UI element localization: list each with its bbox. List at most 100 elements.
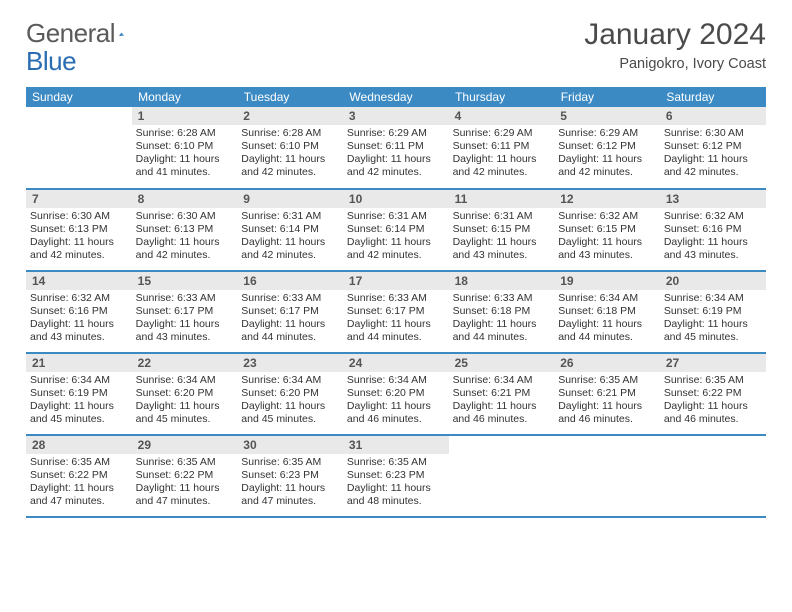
calendar-day-cell: 18Sunrise: 6:33 AMSunset: 6:18 PMDayligh…	[449, 271, 555, 353]
daylight-text: Daylight: 11 hours	[30, 236, 128, 249]
sunset-text: Sunset: 6:19 PM	[30, 387, 128, 400]
day-number: 1	[132, 107, 238, 125]
calendar-day-cell: 5Sunrise: 6:29 AMSunset: 6:12 PMDaylight…	[554, 107, 660, 189]
day-number: 15	[132, 272, 238, 290]
daylight-text: Daylight: 11 hours	[347, 153, 445, 166]
day-number: 11	[449, 190, 555, 208]
calendar-day-cell: 14Sunrise: 6:32 AMSunset: 6:16 PMDayligh…	[26, 271, 132, 353]
calendar-day-cell: 1Sunrise: 6:28 AMSunset: 6:10 PMDaylight…	[132, 107, 238, 189]
day-number: 12	[554, 190, 660, 208]
sunrise-text: Sunrise: 6:31 AM	[241, 210, 339, 223]
calendar-day-cell	[449, 435, 555, 517]
daylight-text: Daylight: 11 hours	[558, 400, 656, 413]
day-details: Sunrise: 6:34 AMSunset: 6:20 PMDaylight:…	[343, 372, 449, 429]
calendar-week-row: 14Sunrise: 6:32 AMSunset: 6:16 PMDayligh…	[26, 271, 766, 353]
daylight-text: Daylight: 11 hours	[453, 153, 551, 166]
sunrise-text: Sunrise: 6:29 AM	[347, 127, 445, 140]
calendar-day-cell: 8Sunrise: 6:30 AMSunset: 6:13 PMDaylight…	[132, 189, 238, 271]
calendar-week-row: 1Sunrise: 6:28 AMSunset: 6:10 PMDaylight…	[26, 107, 766, 189]
daylight-text: and 43 minutes.	[30, 331, 128, 344]
sunrise-text: Sunrise: 6:34 AM	[347, 374, 445, 387]
calendar-day-cell: 26Sunrise: 6:35 AMSunset: 6:21 PMDayligh…	[554, 353, 660, 435]
sunrise-text: Sunrise: 6:34 AM	[30, 374, 128, 387]
weekday-header: Monday	[132, 87, 238, 107]
sunrise-text: Sunrise: 6:30 AM	[136, 210, 234, 223]
day-number: 19	[554, 272, 660, 290]
day-details: Sunrise: 6:32 AMSunset: 6:16 PMDaylight:…	[660, 208, 766, 265]
daylight-text: and 42 minutes.	[347, 166, 445, 179]
weekday-header: Friday	[554, 87, 660, 107]
day-details: Sunrise: 6:29 AMSunset: 6:11 PMDaylight:…	[343, 125, 449, 182]
calendar-day-cell: 12Sunrise: 6:32 AMSunset: 6:15 PMDayligh…	[554, 189, 660, 271]
calendar-day-cell: 4Sunrise: 6:29 AMSunset: 6:11 PMDaylight…	[449, 107, 555, 189]
daylight-text: Daylight: 11 hours	[347, 482, 445, 495]
daylight-text: and 44 minutes.	[453, 331, 551, 344]
sunrise-text: Sunrise: 6:33 AM	[136, 292, 234, 305]
daylight-text: and 48 minutes.	[347, 495, 445, 508]
daylight-text: Daylight: 11 hours	[241, 236, 339, 249]
sunrise-text: Sunrise: 6:35 AM	[241, 456, 339, 469]
daylight-text: and 43 minutes.	[664, 249, 762, 262]
day-details: Sunrise: 6:32 AMSunset: 6:16 PMDaylight:…	[26, 290, 132, 347]
sunset-text: Sunset: 6:13 PM	[30, 223, 128, 236]
day-number: 4	[449, 107, 555, 125]
sunset-text: Sunset: 6:15 PM	[453, 223, 551, 236]
daylight-text: Daylight: 11 hours	[664, 153, 762, 166]
sunrise-text: Sunrise: 6:29 AM	[558, 127, 656, 140]
calendar-day-cell: 2Sunrise: 6:28 AMSunset: 6:10 PMDaylight…	[237, 107, 343, 189]
sunset-text: Sunset: 6:14 PM	[241, 223, 339, 236]
calendar-day-cell: 19Sunrise: 6:34 AMSunset: 6:18 PMDayligh…	[554, 271, 660, 353]
day-number: 24	[343, 354, 449, 372]
sunrise-text: Sunrise: 6:34 AM	[558, 292, 656, 305]
sunset-text: Sunset: 6:10 PM	[136, 140, 234, 153]
daylight-text: and 45 minutes.	[241, 413, 339, 426]
sunset-text: Sunset: 6:22 PM	[664, 387, 762, 400]
calendar-day-cell: 10Sunrise: 6:31 AMSunset: 6:14 PMDayligh…	[343, 189, 449, 271]
daylight-text: and 46 minutes.	[664, 413, 762, 426]
calendar-day-cell: 15Sunrise: 6:33 AMSunset: 6:17 PMDayligh…	[132, 271, 238, 353]
day-details: Sunrise: 6:28 AMSunset: 6:10 PMDaylight:…	[237, 125, 343, 182]
day-number: 21	[26, 354, 132, 372]
calendar-day-cell: 6Sunrise: 6:30 AMSunset: 6:12 PMDaylight…	[660, 107, 766, 189]
day-details: Sunrise: 6:35 AMSunset: 6:21 PMDaylight:…	[554, 372, 660, 429]
sunrise-text: Sunrise: 6:35 AM	[558, 374, 656, 387]
daylight-text: and 44 minutes.	[558, 331, 656, 344]
sunrise-text: Sunrise: 6:28 AM	[136, 127, 234, 140]
day-details: Sunrise: 6:34 AMSunset: 6:20 PMDaylight:…	[132, 372, 238, 429]
day-details: Sunrise: 6:30 AMSunset: 6:13 PMDaylight:…	[26, 208, 132, 265]
calendar-day-cell: 11Sunrise: 6:31 AMSunset: 6:15 PMDayligh…	[449, 189, 555, 271]
sunset-text: Sunset: 6:20 PM	[241, 387, 339, 400]
sunset-text: Sunset: 6:13 PM	[136, 223, 234, 236]
sunrise-text: Sunrise: 6:29 AM	[453, 127, 551, 140]
sunset-text: Sunset: 6:20 PM	[136, 387, 234, 400]
daylight-text: and 47 minutes.	[136, 495, 234, 508]
sunset-text: Sunset: 6:21 PM	[558, 387, 656, 400]
daylight-text: Daylight: 11 hours	[136, 482, 234, 495]
sunrise-text: Sunrise: 6:35 AM	[664, 374, 762, 387]
weekday-header: Thursday	[449, 87, 555, 107]
daylight-text: Daylight: 11 hours	[453, 318, 551, 331]
calendar-day-cell: 30Sunrise: 6:35 AMSunset: 6:23 PMDayligh…	[237, 435, 343, 517]
sunrise-text: Sunrise: 6:34 AM	[136, 374, 234, 387]
sunrise-text: Sunrise: 6:35 AM	[30, 456, 128, 469]
logo-triangle-icon	[119, 24, 124, 44]
calendar-day-cell: 25Sunrise: 6:34 AMSunset: 6:21 PMDayligh…	[449, 353, 555, 435]
calendar-day-cell	[26, 107, 132, 189]
day-details: Sunrise: 6:29 AMSunset: 6:11 PMDaylight:…	[449, 125, 555, 182]
day-number: 26	[554, 354, 660, 372]
weekday-header: Sunday	[26, 87, 132, 107]
sunset-text: Sunset: 6:14 PM	[347, 223, 445, 236]
calendar-day-cell: 28Sunrise: 6:35 AMSunset: 6:22 PMDayligh…	[26, 435, 132, 517]
sunset-text: Sunset: 6:22 PM	[136, 469, 234, 482]
calendar-day-cell: 31Sunrise: 6:35 AMSunset: 6:23 PMDayligh…	[343, 435, 449, 517]
calendar-week-row: 28Sunrise: 6:35 AMSunset: 6:22 PMDayligh…	[26, 435, 766, 517]
daylight-text: Daylight: 11 hours	[558, 236, 656, 249]
sunset-text: Sunset: 6:23 PM	[347, 469, 445, 482]
sunrise-text: Sunrise: 6:33 AM	[347, 292, 445, 305]
day-details: Sunrise: 6:31 AMSunset: 6:15 PMDaylight:…	[449, 208, 555, 265]
sunrise-text: Sunrise: 6:33 AM	[241, 292, 339, 305]
daylight-text: Daylight: 11 hours	[664, 236, 762, 249]
day-details: Sunrise: 6:34 AMSunset: 6:20 PMDaylight:…	[237, 372, 343, 429]
daylight-text: and 42 minutes.	[453, 166, 551, 179]
sunset-text: Sunset: 6:12 PM	[664, 140, 762, 153]
